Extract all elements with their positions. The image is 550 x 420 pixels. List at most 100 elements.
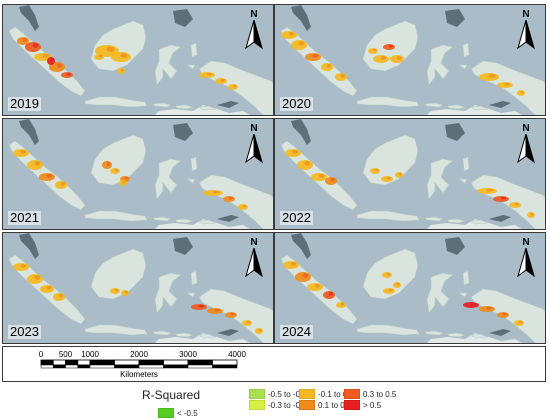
r-squared-patch: [381, 176, 393, 182]
r-squared-patch: [520, 90, 524, 94]
legend-swatch: [249, 400, 265, 410]
legend-item: > 0.5: [344, 399, 381, 411]
landmass-australia: [427, 105, 522, 115]
r-squared-patch: [34, 275, 41, 280]
map-2021: [3, 119, 273, 229]
year-label: 2024: [280, 324, 313, 339]
r-squared-patch: [61, 72, 73, 78]
scale-segment: [114, 359, 140, 366]
r-squared-patch: [382, 272, 392, 278]
r-squared-patch: [230, 312, 235, 316]
r-squared-patch: [13, 149, 29, 157]
r-squared-patch: [393, 282, 401, 288]
legend-label: 0.3 to 0.5: [363, 389, 397, 399]
r-squared-patch: [66, 72, 71, 76]
landmass-timor: [217, 215, 239, 222]
r-squared-patch: [27, 160, 43, 170]
legend-swatch: [249, 389, 265, 399]
landmass-timor: [489, 101, 511, 108]
r-squared-patch: [470, 302, 477, 306]
r-squared-patch: [246, 320, 251, 324]
island-borneo: [90, 134, 147, 186]
r-squared-patch: [106, 162, 111, 166]
r-squared-patch: [497, 82, 513, 88]
r-squared-patch: [288, 32, 295, 36]
r-squared-patch: [285, 149, 301, 157]
island-java: [356, 210, 420, 222]
r-squared-patch: [111, 52, 131, 62]
r-squared-patch: [336, 302, 346, 308]
north-letter: N: [250, 123, 258, 134]
r-squared-patch: [20, 150, 27, 154]
year-label: 2021: [8, 210, 41, 225]
island-sulawesi: [154, 44, 182, 86]
r-squared-patch: [291, 40, 307, 50]
scale-tick-label: 4000: [228, 350, 246, 359]
island-sulawesi: [426, 158, 454, 200]
r-squared-patch: [39, 173, 55, 181]
r-squared-patch: [191, 304, 207, 310]
north-letter: N: [522, 237, 530, 248]
r-squared-patch: [55, 181, 67, 189]
r-squared-patch: [110, 288, 120, 294]
r-squared-patch: [114, 288, 119, 292]
r-squared-patch: [124, 176, 129, 180]
legend-label: -0.3 to -0.1: [268, 400, 307, 410]
landmass-australia: [155, 333, 250, 343]
map-2019: [3, 5, 273, 115]
north-letter: N: [250, 9, 258, 20]
r-squared-patch: [390, 55, 404, 63]
island-sulawesi: [426, 44, 454, 86]
r-squared-patch: [290, 262, 297, 266]
landmass-australia: [155, 105, 250, 115]
legend-swatch: [344, 389, 360, 399]
legend-item: -0.3 to -0.1: [249, 399, 307, 411]
legend-label: < -0.5: [177, 408, 198, 418]
r-squared-patch: [372, 48, 377, 52]
r-squared-patch: [395, 172, 403, 178]
island-sulawesi: [154, 158, 182, 200]
legend-item: -0.5 to -0.3: [249, 388, 307, 400]
r-squared-patch: [25, 42, 41, 52]
scale-segment: [77, 364, 91, 369]
r-squared-patch: [509, 202, 521, 208]
r-squared-patch: [22, 38, 27, 42]
scale-segment: [187, 364, 213, 369]
r-squared-patch: [225, 312, 237, 318]
r-squared-patch: [198, 304, 205, 308]
r-squared-patch: [122, 180, 126, 184]
r-squared-patch: [396, 56, 402, 60]
legend-label: > 0.5: [363, 400, 382, 410]
scale-segment: [114, 364, 140, 369]
scale-segment: [212, 359, 238, 366]
r-squared-patch: [13, 263, 29, 271]
landmass-australia: [155, 219, 250, 229]
r-squared-patch: [215, 78, 227, 84]
r-squared-patch: [120, 53, 128, 58]
legend-swatch: [344, 400, 360, 410]
r-squared-patch: [388, 44, 393, 48]
map-panel-2023: N 2023: [2, 232, 274, 344]
r-squared-patch: [486, 306, 493, 310]
north-arrow-icon: N: [515, 9, 537, 50]
r-squared-patch: [479, 306, 495, 312]
r-squared-patch: [228, 196, 233, 200]
north-letter: N: [250, 237, 258, 248]
year-label: 2023: [8, 324, 41, 339]
r-squared-patch: [373, 55, 389, 63]
scale-segment: [187, 359, 213, 366]
r-squared-patch: [114, 168, 119, 172]
r-squared-patch: [398, 172, 402, 176]
landmass-australia: [427, 333, 522, 343]
landmass-malaya: [19, 233, 39, 259]
landmass-mindanao: [445, 123, 465, 141]
r-squared-patch: [383, 288, 395, 294]
r-squared-patch: [295, 272, 311, 282]
island-nusa: [152, 216, 217, 225]
island-java: [84, 324, 148, 336]
r-squared-patch: [340, 302, 345, 306]
r-squared-patch: [281, 31, 297, 39]
r-squared-patch: [497, 312, 509, 318]
scale-segment: [163, 364, 189, 369]
scale-segment: [163, 359, 189, 366]
